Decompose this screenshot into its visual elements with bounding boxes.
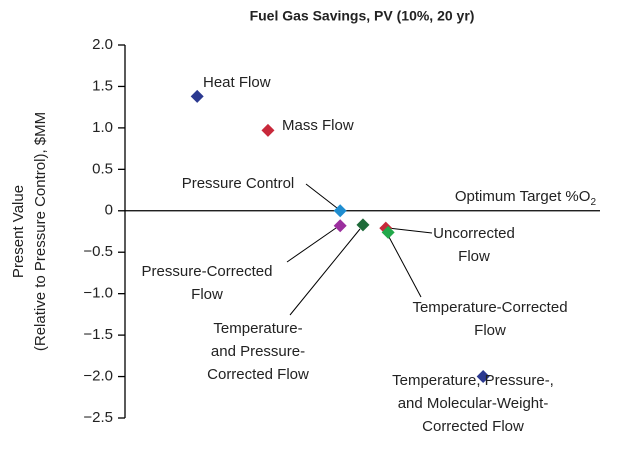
point [356,218,370,232]
leader-line [289,228,361,316]
point-label: Mass Flow [282,117,354,134]
point-label: Flow [191,286,223,303]
point-label: Corrected Flow [207,366,309,383]
point-label: Temperature-Corrected [412,299,567,316]
y-tick-label: −2.0 [83,368,113,385]
annotation-subscript: 2 [590,196,596,207]
point-label: Temperature- [213,320,302,337]
point-label: and Molecular-Weight- [398,395,549,412]
leader-line [387,227,433,234]
point-label: Pressure-Corrected [142,263,273,280]
point [381,225,395,239]
y-axis-label: Present Value (Relative to Pressure Contr… [10,112,49,351]
point [333,219,347,233]
point [476,370,490,384]
annotation: Optimum Target %O2 [455,188,597,208]
y-axis-label-line: (Relative to Pressure Control), $MM [32,112,49,351]
leader-line [388,236,422,298]
point-label: Corrected Flow [422,418,524,435]
y-tick-label: 2.0 [92,36,113,53]
y-tick-label: 0.5 [92,160,113,177]
leader-line [305,183,338,209]
y-tick-label: 1.5 [92,77,113,94]
chart-title: Fuel Gas Savings, PV (10%, 20 yr) [250,8,475,24]
y-tick-label: −0.5 [83,243,113,260]
point-label: Temperature, Pressure-, [392,372,554,389]
y-axis-label-line: Present Value [10,185,27,278]
point [190,89,204,103]
point-label: Flow [458,248,490,265]
y-tick-label: −2.5 [83,409,113,426]
leader-line [286,227,337,263]
y-tick-label: 0 [105,202,113,219]
point-label: Uncorrected [433,225,515,242]
point-label: Pressure Control [182,175,295,192]
annotation-text: Optimum Target %O [455,188,591,205]
point-label: Flow [474,322,506,339]
point [261,123,275,137]
point [333,204,347,218]
point-label: Heat Flow [203,74,271,91]
point-label: and Pressure- [211,343,305,360]
y-tick-label: 1.0 [92,119,113,136]
y-tick-label: −1.0 [83,285,113,302]
y-tick-label: −1.5 [83,326,113,343]
